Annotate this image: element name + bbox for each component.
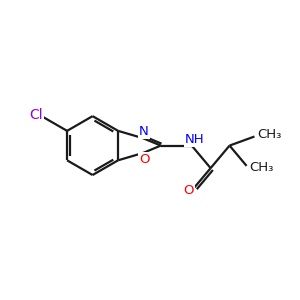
Text: O: O (139, 153, 150, 166)
Text: CH₃: CH₃ (258, 128, 282, 141)
Text: NH: NH (185, 133, 205, 146)
Text: O: O (183, 184, 194, 197)
Text: Cl: Cl (29, 108, 43, 122)
Text: N: N (139, 125, 148, 138)
Text: CH₃: CH₃ (250, 161, 274, 174)
